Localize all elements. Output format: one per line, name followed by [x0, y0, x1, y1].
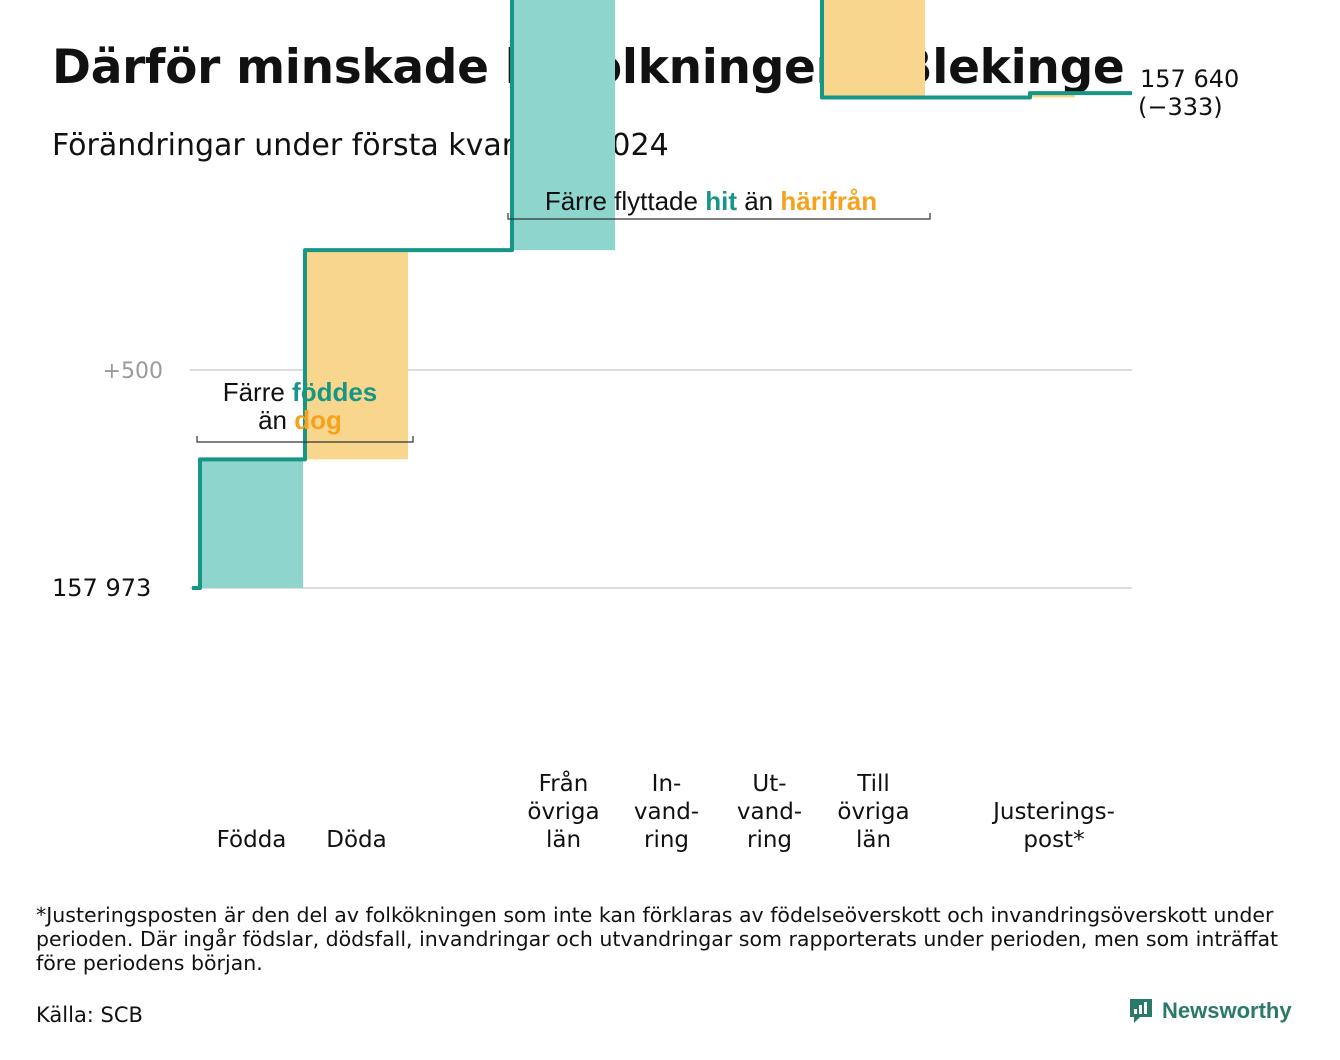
category-label: Justerings-post*: [991, 799, 1115, 853]
end-value-label: 157 640: [1140, 65, 1239, 93]
category-label: Döda: [326, 827, 386, 853]
newsworthy-icon: [1130, 999, 1152, 1023]
cumulative-step-line: [192, 0, 1132, 590]
brand-name: Newsworthy: [1162, 998, 1292, 1023]
source-label: Källa: SCB: [36, 1003, 143, 1027]
waterfall-bar: [512, 0, 615, 251]
category-label: In-vand-ring: [634, 771, 699, 853]
waterfall-bar: [822, 0, 925, 98]
category-label: Födda: [217, 827, 287, 853]
annotation-migration: Färre flyttade hit än härifrån: [545, 186, 877, 216]
waterfall-bar: [200, 459, 303, 588]
annotation-births-deaths: Färre föddes än dog: [223, 377, 378, 435]
annotation-bracket: [196, 436, 414, 443]
annotation-bracket: [507, 213, 931, 220]
footnote: *Justeringsposten är den del av folkökni…: [36, 903, 1279, 975]
brand-logo: Newsworthy: [1128, 997, 1292, 1025]
ytick-label: +500: [103, 359, 163, 384]
waterfall-bar: [305, 250, 408, 460]
end-change-label: (−333): [1138, 93, 1223, 121]
category-label: Till övriga län: [837, 771, 909, 853]
waterfall-bar: [1030, 93, 1075, 98]
waterfall-chart: +500 157 973 157 640(−333) Födda Döda Från övr…: [52, 0, 1239, 853]
category-label: Ut-vand-ring: [737, 771, 802, 853]
category-label: Från övriga län: [527, 769, 599, 853]
start-value-label: 157 973: [52, 574, 151, 602]
